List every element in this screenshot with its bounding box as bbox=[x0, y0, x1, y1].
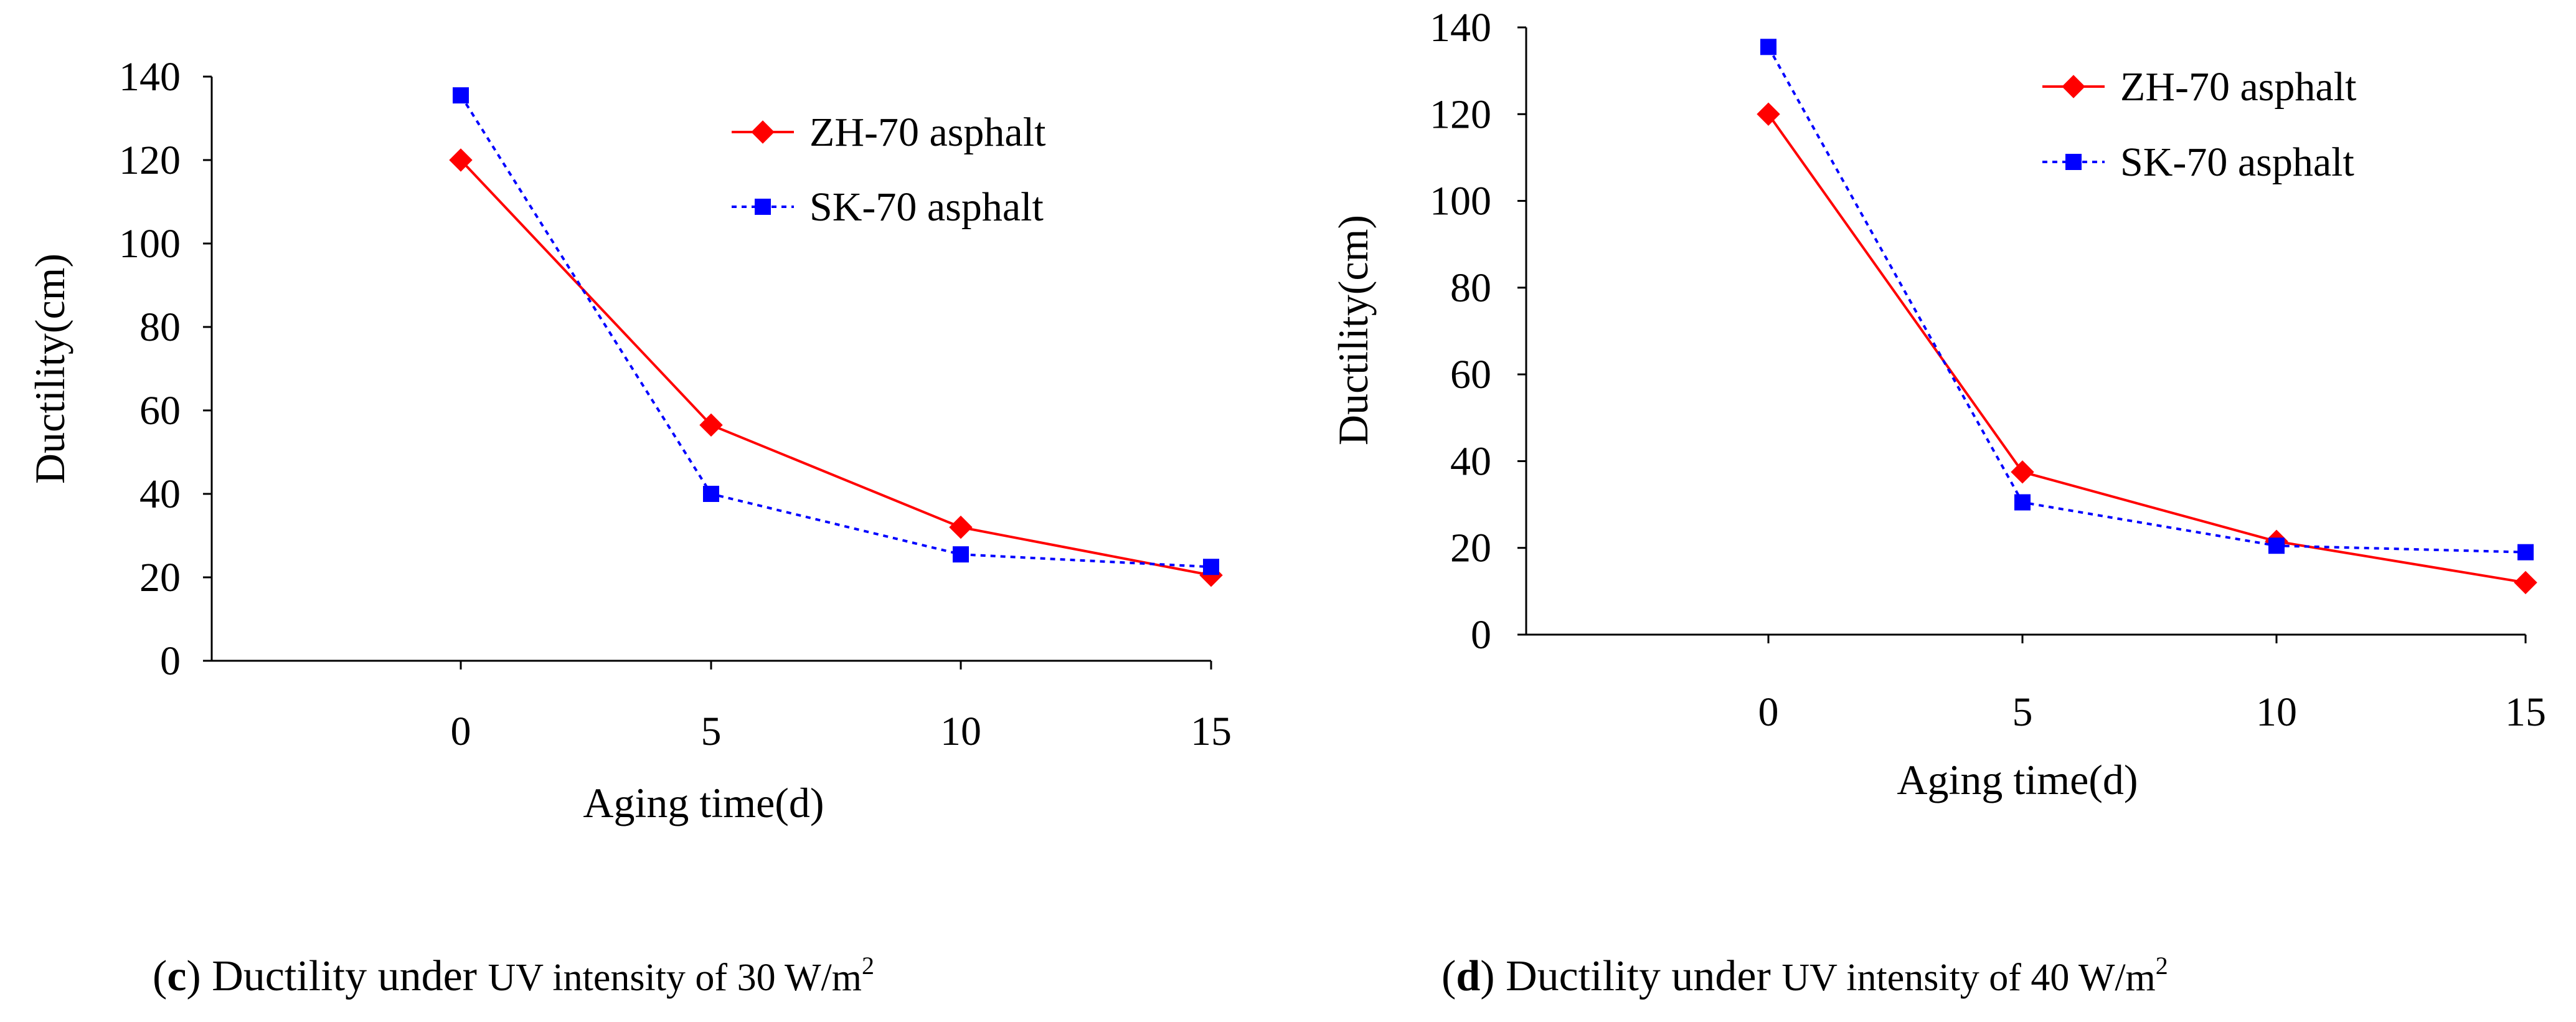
chart-d-x-tick-label: 5 bbox=[2012, 689, 2033, 735]
chart-d-point-sk70 bbox=[2014, 494, 2031, 511]
chart-d-y-tick-label: 120 bbox=[1430, 92, 1491, 137]
chart-d-series-line-sk70 bbox=[1767, 46, 2526, 554]
chart-c-point-sk70 bbox=[453, 87, 469, 104]
caption-d-superscript: 2 bbox=[2156, 952, 2168, 980]
chart-d-legend-marker bbox=[2065, 154, 2082, 170]
chart-c-y-tick-label: 20 bbox=[139, 555, 181, 600]
chart-d-x-tick-label: 10 bbox=[2256, 689, 2297, 735]
chart-c-x-tick-label: 15 bbox=[1191, 709, 1232, 754]
chart-c-x-tick-label: 5 bbox=[701, 709, 722, 754]
chart-c-point-sk70 bbox=[953, 546, 969, 563]
caption-c-letter: c bbox=[167, 952, 186, 1000]
chart-panel-d: Aging time(d) Ductility(cm) (d) Ductilit… bbox=[1329, 5, 2546, 1000]
chart-d-x-tick-label: 0 bbox=[1758, 689, 1779, 735]
chart-c-x-axis-title: Aging time(d) bbox=[583, 779, 824, 826]
chart-d-legend-label: SK-70 asphalt bbox=[2120, 140, 2354, 185]
chart-c-legend-marker bbox=[751, 120, 775, 144]
chart-d-point-sk70 bbox=[1760, 39, 1776, 55]
chart-d-point-zh70 bbox=[2514, 570, 2537, 595]
caption-d-close: ) bbox=[1480, 952, 1494, 1000]
chart-d-legend-label: ZH-70 asphalt bbox=[2120, 64, 2356, 110]
chart-c-y-tick-label: 80 bbox=[139, 305, 181, 350]
caption-c-close: ) bbox=[186, 952, 201, 1000]
chart-c-y-axis-title: Ductility(cm) bbox=[26, 253, 73, 484]
chart-d-y-tick-label: 60 bbox=[1450, 352, 1491, 397]
chart-c-series-line-sk70 bbox=[460, 95, 1212, 569]
chart-c-y-tick-label: 0 bbox=[160, 638, 181, 684]
chart-c-point-zh70 bbox=[949, 515, 973, 539]
chart-d-caption: (d) Ductility under UV intensity of 40 W… bbox=[1441, 952, 2168, 1000]
chart-c-y-tick-label: 140 bbox=[119, 54, 181, 100]
chart-d-y-tick-label: 0 bbox=[1471, 612, 1491, 658]
chart-d-point-sk70 bbox=[2268, 537, 2285, 554]
chart-d-y-tick-label: 80 bbox=[1450, 265, 1491, 311]
chart-c-y-tick-label: 100 bbox=[119, 221, 181, 267]
chart-c-legend-label: ZH-70 asphalt bbox=[809, 110, 1045, 155]
chart-panel-c: Aging time(d) Ductility(cm) (c) Ductilit… bbox=[26, 54, 1232, 1000]
chart-c-point-zh70 bbox=[449, 148, 473, 172]
chart-d-y-tick-label: 100 bbox=[1430, 179, 1491, 224]
chart-c-axes bbox=[210, 77, 1211, 662]
chart-d-point-zh70 bbox=[2011, 460, 2034, 484]
chart-c-legend-marker bbox=[755, 199, 771, 215]
chart-d-y-axis-title: Ductility(cm) bbox=[1329, 215, 1377, 445]
chart-c-x-tick-label: 10 bbox=[940, 709, 981, 754]
chart-c-y-tick-label: 60 bbox=[139, 388, 181, 433]
chart-d-x-axis-title: Aging time(d) bbox=[1897, 756, 2138, 803]
chart-d-y-tick-label: 140 bbox=[1430, 5, 1491, 50]
chart-d-axes bbox=[1525, 27, 2526, 636]
chart-d-legend-marker bbox=[2062, 75, 2085, 98]
caption-d-letter: d bbox=[1456, 952, 1480, 1000]
chart-d-point-sk70 bbox=[2517, 544, 2534, 561]
chart-c-legend-label: SK-70 asphalt bbox=[809, 184, 1044, 230]
caption-d-open: ( bbox=[1441, 952, 1456, 1000]
chart-d-y-tick-label: 20 bbox=[1450, 526, 1491, 571]
chart-c-x-tick-label: 0 bbox=[451, 709, 471, 754]
chart-c-caption: (c) Ductility under UV intensity of 30 W… bbox=[153, 952, 874, 1000]
chart-c-y-tick-label: 40 bbox=[139, 471, 181, 517]
chart-c-point-sk70 bbox=[703, 486, 719, 502]
chart-d-x-tick-label: 15 bbox=[2505, 689, 2546, 735]
caption-d-lead: Ductility under bbox=[1495, 952, 1782, 1000]
chart-d-point-zh70 bbox=[1757, 102, 1780, 126]
caption-c-lead: Ductility under bbox=[201, 952, 488, 1000]
caption-d-detail: UV intensity of 40 W/m bbox=[1781, 957, 2155, 999]
chart-c-y-tick-label: 120 bbox=[119, 138, 181, 183]
chart-d-series-line-zh70 bbox=[1767, 113, 2526, 584]
chart-c-point-zh70 bbox=[699, 413, 723, 437]
caption-c-open: ( bbox=[153, 952, 167, 1000]
caption-c-detail: UV intensity of 30 W/m bbox=[488, 957, 861, 999]
chart-d-y-tick-label: 40 bbox=[1450, 438, 1491, 484]
caption-c-superscript: 2 bbox=[862, 952, 874, 980]
chart-c-point-sk70 bbox=[1203, 559, 1219, 575]
